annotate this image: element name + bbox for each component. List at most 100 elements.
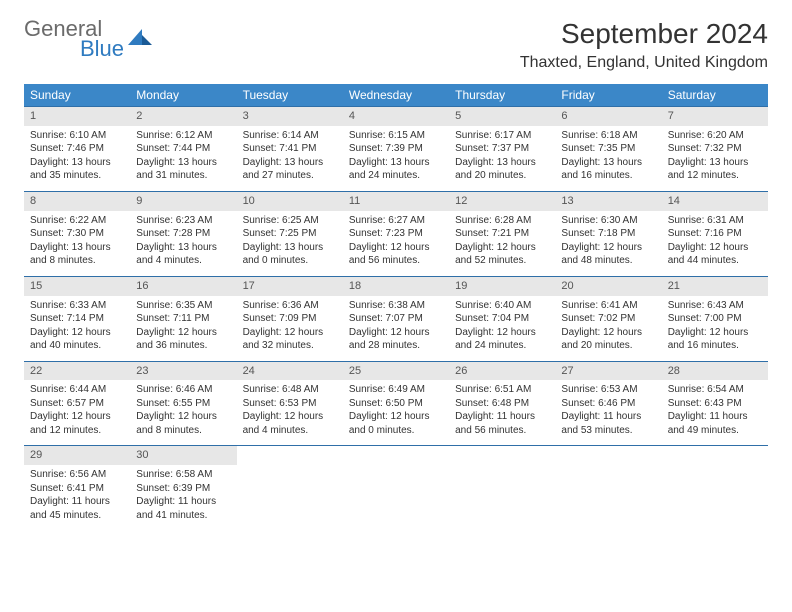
sunset-line: Sunset: 7:02 PM bbox=[561, 312, 655, 326]
day-body: Sunrise: 6:56 AMSunset: 6:41 PMDaylight:… bbox=[24, 465, 130, 530]
day-body: Sunrise: 6:28 AMSunset: 7:21 PMDaylight:… bbox=[449, 211, 555, 276]
day-number: 3 bbox=[237, 107, 343, 126]
daylight-line: Daylight: 12 hours and 24 minutes. bbox=[455, 326, 549, 353]
daylight-line: Daylight: 12 hours and 16 minutes. bbox=[668, 326, 762, 353]
daylight-line: Daylight: 12 hours and 0 minutes. bbox=[349, 410, 443, 437]
day-number: 5 bbox=[449, 107, 555, 126]
sunset-line: Sunset: 7:28 PM bbox=[136, 227, 230, 241]
day-body: Sunrise: 6:15 AMSunset: 7:39 PMDaylight:… bbox=[343, 126, 449, 191]
sunset-line: Sunset: 7:18 PM bbox=[561, 227, 655, 241]
calendar-day-cell: 20Sunrise: 6:41 AMSunset: 7:02 PMDayligh… bbox=[555, 276, 661, 361]
calendar-day-cell: 4Sunrise: 6:15 AMSunset: 7:39 PMDaylight… bbox=[343, 107, 449, 192]
sunrise-line: Sunrise: 6:31 AM bbox=[668, 214, 762, 228]
sunset-line: Sunset: 7:21 PM bbox=[455, 227, 549, 241]
sunset-line: Sunset: 6:43 PM bbox=[668, 397, 762, 411]
day-number: 6 bbox=[555, 107, 661, 126]
weekday-header-row: SundayMondayTuesdayWednesdayThursdayFrid… bbox=[24, 84, 768, 107]
day-number: 19 bbox=[449, 277, 555, 296]
calendar-week-row: 29Sunrise: 6:56 AMSunset: 6:41 PMDayligh… bbox=[24, 446, 768, 530]
calendar-day-cell: 16Sunrise: 6:35 AMSunset: 7:11 PMDayligh… bbox=[130, 276, 236, 361]
sunset-line: Sunset: 7:25 PM bbox=[243, 227, 337, 241]
day-number: 26 bbox=[449, 362, 555, 381]
brand-name-bottom: Blue bbox=[80, 38, 124, 60]
sunrise-line: Sunrise: 6:49 AM bbox=[349, 383, 443, 397]
daylight-line: Daylight: 12 hours and 32 minutes. bbox=[243, 326, 337, 353]
day-body: Sunrise: 6:17 AMSunset: 7:37 PMDaylight:… bbox=[449, 126, 555, 191]
sunset-line: Sunset: 7:35 PM bbox=[561, 142, 655, 156]
day-body: Sunrise: 6:49 AMSunset: 6:50 PMDaylight:… bbox=[343, 380, 449, 445]
sunrise-line: Sunrise: 6:54 AM bbox=[668, 383, 762, 397]
calendar-week-row: 1 Sunrise: 6:10 AMSunset: 7:46 PMDaylight… bbox=[24, 107, 768, 192]
sunset-line: Sunset: 7:46 PM bbox=[30, 142, 124, 156]
calendar-day-cell: 23Sunrise: 6:46 AMSunset: 6:55 PMDayligh… bbox=[130, 361, 236, 446]
calendar-day-cell: 22Sunrise: 6:44 AMSunset: 6:57 PMDayligh… bbox=[24, 361, 130, 446]
title-block: September 2024 Thaxted, England, United … bbox=[520, 18, 768, 72]
sunrise-line: Sunrise: 6:10 AM bbox=[30, 129, 124, 143]
calendar-day-cell: 3Sunrise: 6:14 AMSunset: 7:41 PMDaylight… bbox=[237, 107, 343, 192]
day-number: 10 bbox=[237, 192, 343, 211]
day-number: 27 bbox=[555, 362, 661, 381]
day-number: 18 bbox=[343, 277, 449, 296]
daylight-line: Daylight: 13 hours and 35 minutes. bbox=[30, 156, 124, 183]
daylight-line: Daylight: 12 hours and 40 minutes. bbox=[30, 326, 124, 353]
calendar-day-cell: 19Sunrise: 6:40 AMSunset: 7:04 PMDayligh… bbox=[449, 276, 555, 361]
sunset-line: Sunset: 7:04 PM bbox=[455, 312, 549, 326]
month-title: September 2024 bbox=[520, 18, 768, 50]
sunrise-line: Sunrise: 6:38 AM bbox=[349, 299, 443, 313]
sunrise-line: Sunrise: 6:12 AM bbox=[136, 129, 230, 143]
sunrise-line: Sunrise: 6:14 AM bbox=[243, 129, 337, 143]
calendar-day-cell: 8Sunrise: 6:22 AMSunset: 7:30 PMDaylight… bbox=[24, 191, 130, 276]
day-number: 22 bbox=[24, 362, 130, 381]
sunrise-line: Sunrise: 6:51 AM bbox=[455, 383, 549, 397]
calendar-day-cell: 29Sunrise: 6:56 AMSunset: 6:41 PMDayligh… bbox=[24, 446, 130, 530]
day-number: 17 bbox=[237, 277, 343, 296]
day-number: 11 bbox=[343, 192, 449, 211]
daylight-line: Daylight: 13 hours and 4 minutes. bbox=[136, 241, 230, 268]
day-body: Sunrise: 6:48 AMSunset: 6:53 PMDaylight:… bbox=[237, 380, 343, 445]
day-body: Sunrise: 6:18 AMSunset: 7:35 PMDaylight:… bbox=[555, 126, 661, 191]
calendar-week-row: 22Sunrise: 6:44 AMSunset: 6:57 PMDayligh… bbox=[24, 361, 768, 446]
sunset-line: Sunset: 7:07 PM bbox=[349, 312, 443, 326]
sunset-line: Sunset: 7:16 PM bbox=[668, 227, 762, 241]
calendar-day-cell: 11Sunrise: 6:27 AMSunset: 7:23 PMDayligh… bbox=[343, 191, 449, 276]
day-body: Sunrise: 6:44 AMSunset: 6:57 PMDaylight:… bbox=[24, 380, 130, 445]
day-body: Sunrise: 6:22 AMSunset: 7:30 PMDaylight:… bbox=[24, 211, 130, 276]
sunrise-line: Sunrise: 6:33 AM bbox=[30, 299, 124, 313]
sunrise-line: Sunrise: 6:48 AM bbox=[243, 383, 337, 397]
day-body: Sunrise: 6:38 AMSunset: 7:07 PMDaylight:… bbox=[343, 296, 449, 361]
calendar-day-cell: 13Sunrise: 6:30 AMSunset: 7:18 PMDayligh… bbox=[555, 191, 661, 276]
sunrise-line: Sunrise: 6:17 AM bbox=[455, 129, 549, 143]
day-number: 15 bbox=[24, 277, 130, 296]
calendar-day-cell: 24Sunrise: 6:48 AMSunset: 6:53 PMDayligh… bbox=[237, 361, 343, 446]
day-body: Sunrise: 6:23 AMSunset: 7:28 PMDaylight:… bbox=[130, 211, 236, 276]
calendar-day-cell: 2Sunrise: 6:12 AMSunset: 7:44 PMDaylight… bbox=[130, 107, 236, 192]
daylight-line: Daylight: 13 hours and 0 minutes. bbox=[243, 241, 337, 268]
day-number: 9 bbox=[130, 192, 236, 211]
sunset-line: Sunset: 7:32 PM bbox=[668, 142, 762, 156]
day-number: 4 bbox=[343, 107, 449, 126]
day-number: 1 bbox=[24, 107, 130, 126]
calendar-day-cell: 21Sunrise: 6:43 AMSunset: 7:00 PMDayligh… bbox=[662, 276, 768, 361]
sunrise-line: Sunrise: 6:30 AM bbox=[561, 214, 655, 228]
calendar-week-row: 8Sunrise: 6:22 AMSunset: 7:30 PMDaylight… bbox=[24, 191, 768, 276]
daylight-line: Daylight: 12 hours and 36 minutes. bbox=[136, 326, 230, 353]
sunset-line: Sunset: 6:41 PM bbox=[30, 482, 124, 496]
calendar-day-cell: . bbox=[237, 446, 343, 530]
weekday-header: Thursday bbox=[449, 84, 555, 107]
weekday-header: Sunday bbox=[24, 84, 130, 107]
sunrise-line: Sunrise: 6:36 AM bbox=[243, 299, 337, 313]
day-number: 8 bbox=[24, 192, 130, 211]
sunset-line: Sunset: 7:23 PM bbox=[349, 227, 443, 241]
calendar-body: 1Sunrise: 6:10 AMSunset: 7:46 PMDaylight… bbox=[24, 107, 768, 531]
day-body: Sunrise: 6:54 AMSunset: 6:43 PMDaylight:… bbox=[662, 380, 768, 445]
sunset-line: Sunset: 7:44 PM bbox=[136, 142, 230, 156]
weekday-header: Monday bbox=[130, 84, 236, 107]
logo: General Blue bbox=[24, 18, 154, 60]
daylight-line: Daylight: 12 hours and 20 minutes. bbox=[561, 326, 655, 353]
calendar-day-cell: . bbox=[662, 446, 768, 530]
daylight-line: Daylight: 11 hours and 45 minutes. bbox=[30, 495, 124, 522]
sunset-line: Sunset: 7:39 PM bbox=[349, 142, 443, 156]
day-body: Sunrise: 6:43 AMSunset: 7:00 PMDaylight:… bbox=[662, 296, 768, 361]
sunrise-line: Sunrise: 6:28 AM bbox=[455, 214, 549, 228]
sunrise-line: Sunrise: 6:22 AM bbox=[30, 214, 124, 228]
